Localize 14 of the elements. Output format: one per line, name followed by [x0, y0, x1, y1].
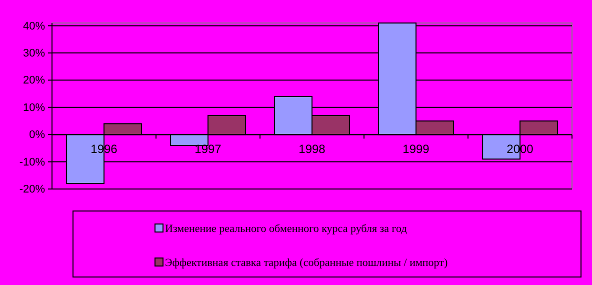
x-tick-label: 2000 [506, 142, 534, 156]
legend-label: Эффективная ставка тарифа (собранные пошлины / импорт) [165, 257, 448, 269]
x-tick-label: 1997 [194, 142, 222, 156]
x-tick-label: 1998 [298, 142, 326, 156]
legend-label: Изменение реального обменного курса рубля за год [165, 223, 408, 235]
y-tick-label: 30% [22, 47, 46, 60]
y-tick-label: -20% [19, 184, 46, 196]
y-tick-label: -10% [19, 156, 46, 168]
y-tick-label: 20% [22, 74, 46, 87]
y-tick-label: 40% [22, 20, 46, 32]
y-tick-label: 10% [22, 102, 46, 114]
x-tick-label: 1996 [90, 142, 118, 156]
x-tick-label: 1999 [402, 142, 430, 156]
y-tick-label: 0% [29, 129, 46, 142]
